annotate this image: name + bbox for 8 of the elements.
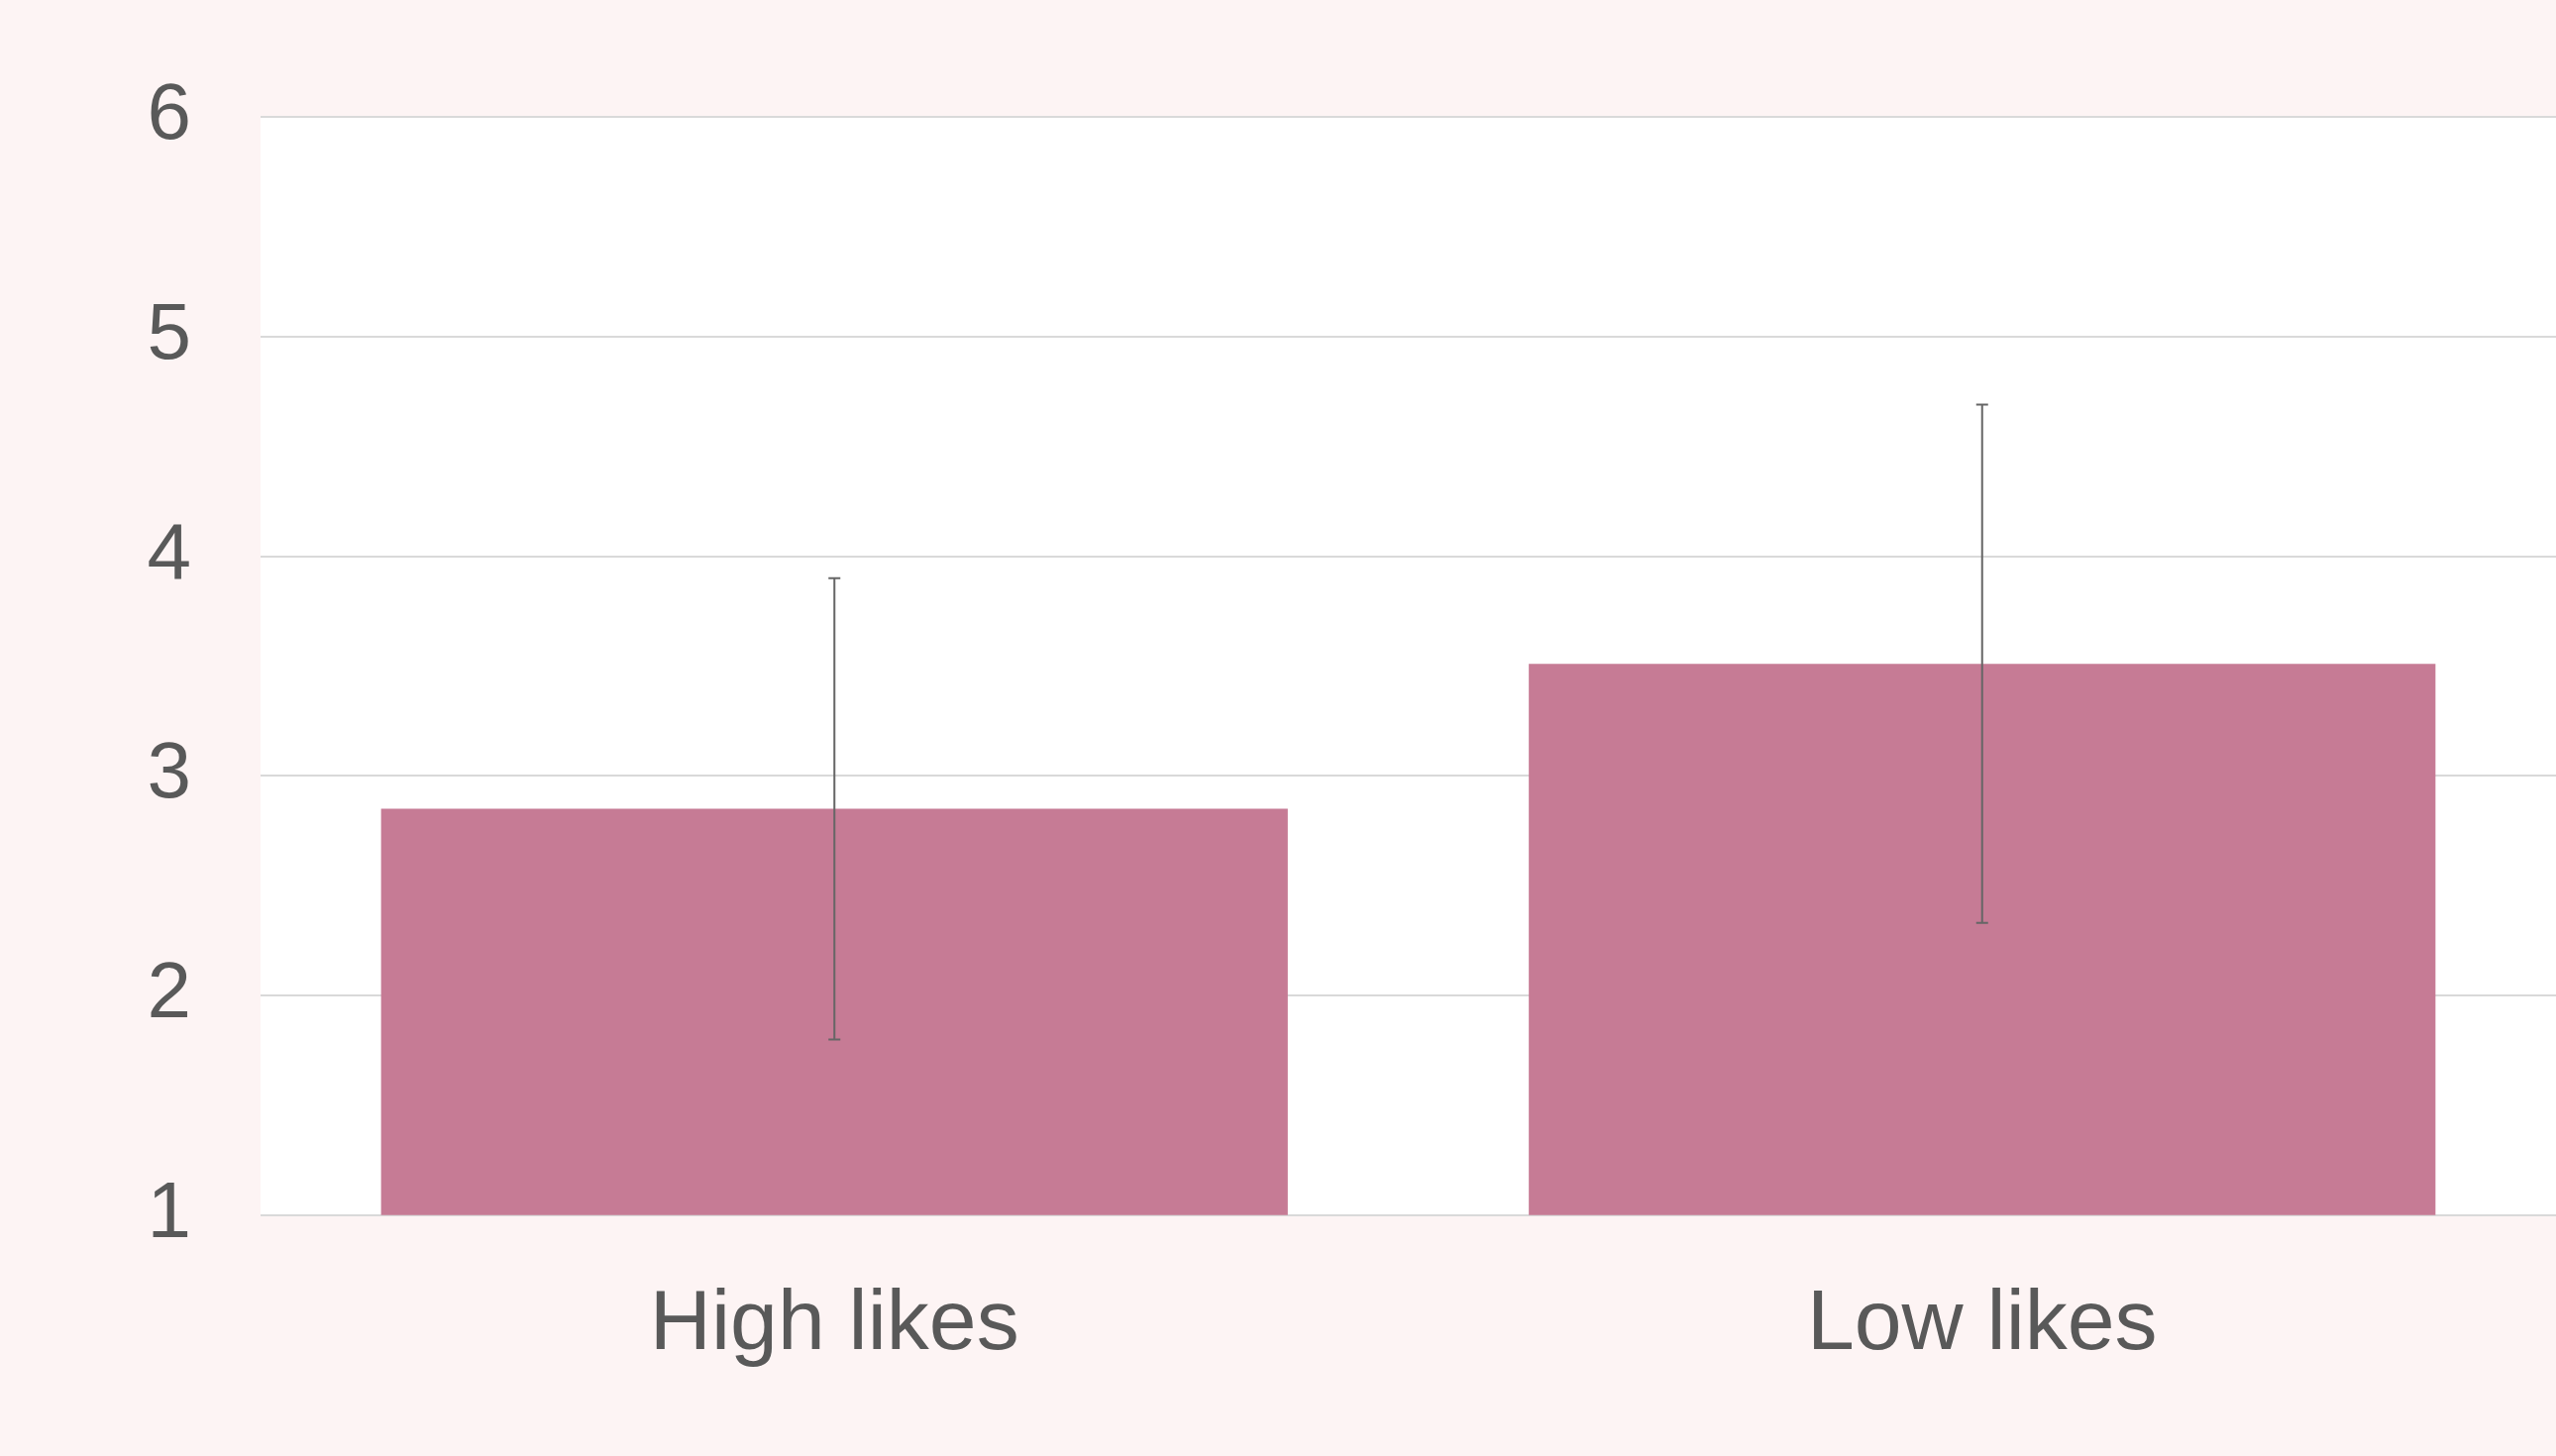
x-tick-label: Low likes — [1806, 1272, 2158, 1368]
y-tick-label: 5 — [147, 286, 191, 375]
y-tick-label: 3 — [147, 726, 191, 815]
y-tick-label: 6 — [147, 67, 191, 156]
y-tick-label: 2 — [147, 946, 191, 1035]
x-tick-label: High likes — [649, 1272, 1019, 1368]
y-tick-label: 4 — [147, 506, 191, 595]
y-tick-label: 1 — [147, 1165, 191, 1254]
